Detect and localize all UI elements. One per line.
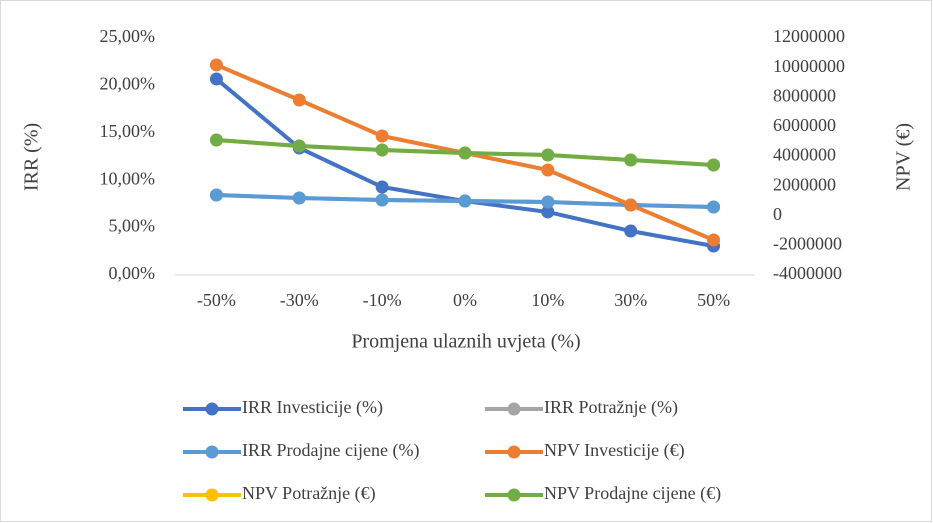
data-point (209, 188, 223, 202)
legend-marker (507, 402, 521, 416)
legend-label: NPV Investicije (€) (544, 440, 685, 461)
legend-marker (205, 445, 219, 459)
data-point (541, 163, 555, 177)
data-point (209, 72, 223, 86)
legend-label: IRR Potražnje (%) (544, 397, 678, 418)
x-tick-label: 10% (531, 290, 564, 310)
data-point (541, 195, 555, 209)
data-point (209, 133, 223, 147)
data-point (707, 233, 721, 247)
legend-marker (205, 402, 219, 416)
y2-axis-title: NPV (€) (893, 123, 915, 191)
y2-tick-label: 4000000 (773, 145, 836, 165)
x-tick-label: -30% (280, 290, 319, 310)
legend-label: NPV Potražnje (€) (242, 483, 376, 504)
y2-tick-label: 10000000 (773, 56, 845, 76)
legend-marker (507, 445, 521, 459)
data-point (624, 198, 638, 212)
data-point (375, 193, 389, 207)
y2-tick-label: 12000000 (773, 26, 845, 46)
x-tick-label: 50% (697, 290, 730, 310)
y2-tick-label: -2000000 (773, 234, 842, 254)
data-point (209, 58, 223, 72)
legend-label: NPV Prodajne cijene (€) (544, 483, 721, 504)
y-axis-title: IRR (%) (21, 123, 43, 191)
y2-tick-label: 8000000 (773, 85, 836, 105)
data-point (375, 129, 389, 143)
data-point (624, 153, 638, 167)
y-tick-label: 10,00% (100, 168, 156, 188)
y2-tick-label: 0 (773, 204, 782, 224)
x-tick-label: -10% (363, 290, 402, 310)
data-point (541, 205, 555, 219)
y-tick-label: 0,00% (109, 263, 156, 283)
legend-marker (507, 488, 521, 502)
legend-label: IRR Prodajne cijene (%) (242, 440, 419, 461)
data-point (707, 158, 721, 172)
data-point (375, 143, 389, 157)
legend-label: IRR Investicije (%) (242, 397, 383, 418)
data-point (292, 93, 306, 107)
y2-tick-label: -4000000 (773, 263, 842, 283)
y-tick-label: 25,00% (100, 26, 156, 46)
data-point (458, 146, 472, 160)
y-tick-label: 15,00% (100, 121, 156, 141)
y-tick-label: 20,00% (100, 74, 156, 94)
data-point (624, 224, 638, 238)
data-point (707, 200, 721, 214)
data-point (458, 194, 472, 208)
data-point (541, 148, 555, 162)
x-tick-label: 30% (614, 290, 647, 310)
y2-tick-label: 6000000 (773, 115, 836, 135)
y-tick-label: 5,00% (109, 216, 156, 236)
data-point (292, 139, 306, 153)
data-point (292, 191, 306, 205)
x-tick-label: 0% (453, 290, 477, 310)
legend-marker (205, 488, 219, 502)
data-point (375, 180, 389, 194)
x-axis-title: Promjena ulaznih uvjeta (%) (351, 331, 580, 353)
x-tick-label: -50% (197, 290, 236, 310)
y2-tick-label: 2000000 (773, 174, 836, 194)
